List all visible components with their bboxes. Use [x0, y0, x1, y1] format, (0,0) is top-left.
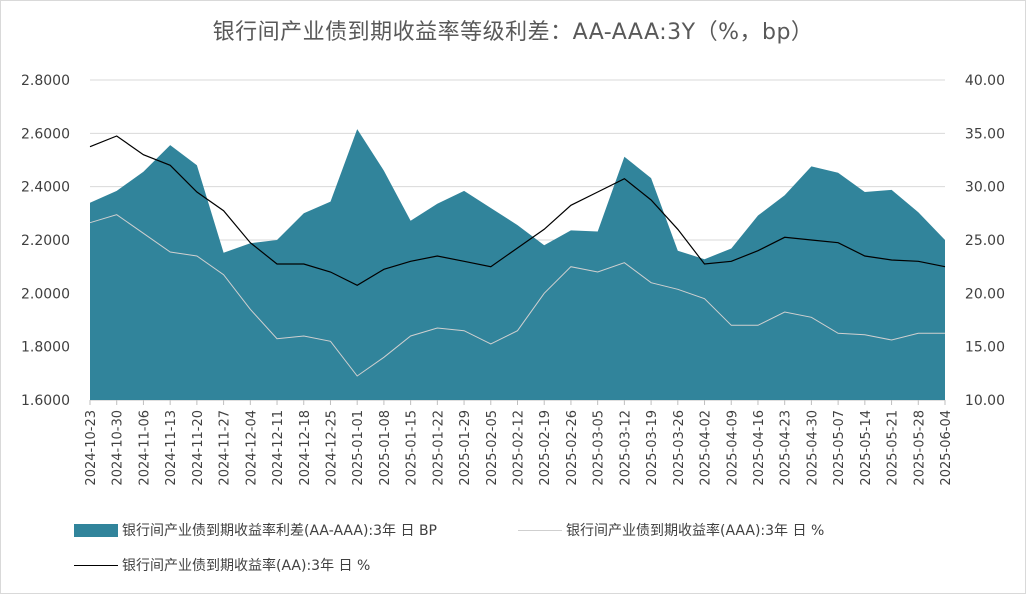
- x-tick-label: 2025-02-26: [565, 410, 580, 486]
- x-tick-label: 2025-05-28: [912, 410, 927, 486]
- y-right-tick-label: 10.00: [965, 393, 1005, 409]
- legend-swatch-spread: [74, 523, 118, 537]
- x-tick-label: 2024-11-27: [218, 410, 233, 486]
- x-tick-label: 2025-03-19: [645, 410, 660, 486]
- x-tick-label: 2025-05-07: [832, 410, 847, 486]
- x-tick-label: 2024-12-18: [298, 410, 313, 486]
- y-left-tick-label: 2.8000: [21, 73, 70, 89]
- series-line-aaa: [89, 214, 945, 377]
- y-left-tick-label: 2.4000: [21, 180, 70, 196]
- x-tick-label: 2025-04-30: [805, 410, 820, 486]
- y-left-tick-label: 2.2000: [21, 233, 70, 249]
- legend-swatch-aa: [74, 564, 118, 566]
- series-area-spread: [90, 129, 945, 400]
- x-tick-label: 2025-02-12: [512, 410, 527, 486]
- legend-item-spread: 银行间产业债到期收益率利差(AA-AAA):3年 日 BP: [74, 520, 437, 540]
- x-tick-label: 2025-03-26: [672, 410, 687, 486]
- x-tick-label: 2025-01-29: [458, 410, 473, 486]
- x-tick-label: 2024-10-23: [84, 410, 99, 486]
- x-tick-label: 2024-11-13: [164, 410, 179, 486]
- x-tick-label: 2025-01-08: [378, 410, 393, 486]
- y-left-tick-label: 2.0000: [21, 286, 70, 302]
- y-left-tick-label: 1.6000: [21, 393, 70, 409]
- legend-label-aaa: 银行间产业债到期收益率(AAA):3年 日 %: [566, 523, 825, 539]
- y-right-tick-label: 30.00: [965, 180, 1005, 196]
- y-right-tick-label: 15.00: [965, 340, 1005, 356]
- legend-swatch-aaa: [518, 529, 562, 531]
- x-tick-label: 2024-12-11: [271, 410, 286, 486]
- x-tick-label: 2025-02-19: [538, 410, 553, 486]
- y-left-tick-label: 1.8000: [21, 340, 70, 356]
- x-tick-label: 2025-04-02: [699, 410, 714, 486]
- legend-item-aa: 银行间产业债到期收益率(AA):3年 日 %: [74, 555, 370, 575]
- chart-title: 银行间产业债到期收益率等级利差：AA-AAA:3Y（%，bp）: [212, 20, 814, 45]
- y-right-tick-label: 25.00: [965, 233, 1005, 249]
- x-tick-label: 2024-12-25: [324, 410, 339, 486]
- x-tick-label: 2025-06-04: [939, 410, 954, 486]
- x-tick-label: 2025-04-09: [725, 410, 740, 486]
- legend-item-aaa: 银行间产业债到期收益率(AAA):3年 日 %: [518, 520, 824, 540]
- x-tick-label: 2024-12-04: [244, 410, 259, 486]
- x-tick-label: 2024-10-30: [111, 410, 126, 486]
- x-tick-label: 2025-04-23: [779, 410, 794, 486]
- x-tick-label: 2025-02-05: [485, 410, 500, 486]
- x-tick-label: 2025-05-14: [859, 410, 874, 486]
- y-right-tick-label: 40.00: [965, 73, 1005, 89]
- x-tick-label: 2025-03-12: [618, 410, 633, 486]
- x-tick-label: 2024-11-06: [137, 410, 152, 486]
- y-right-tick-label: 20.00: [965, 286, 1005, 302]
- x-tick-label: 2025-05-21: [886, 410, 901, 486]
- legend-label-aa: 银行间产业债到期收益率(AA):3年 日 %: [122, 558, 371, 574]
- y-right-tick-label: 35.00: [965, 126, 1005, 142]
- x-tick-label: 2025-01-15: [405, 410, 420, 486]
- x-tick-label: 2025-04-16: [752, 410, 767, 486]
- y-left-tick-label: 2.6000: [21, 126, 70, 142]
- x-tick-label: 2025-01-22: [431, 410, 446, 486]
- x-tick-label: 2025-01-01: [351, 410, 366, 486]
- legend-label-spread: 银行间产业债到期收益率利差(AA-AAA):3年 日 BP: [122, 523, 437, 539]
- x-tick-label: 2025-03-05: [592, 410, 607, 486]
- series-line-aa: [89, 135, 946, 286]
- x-tick-label: 2024-11-20: [191, 410, 206, 486]
